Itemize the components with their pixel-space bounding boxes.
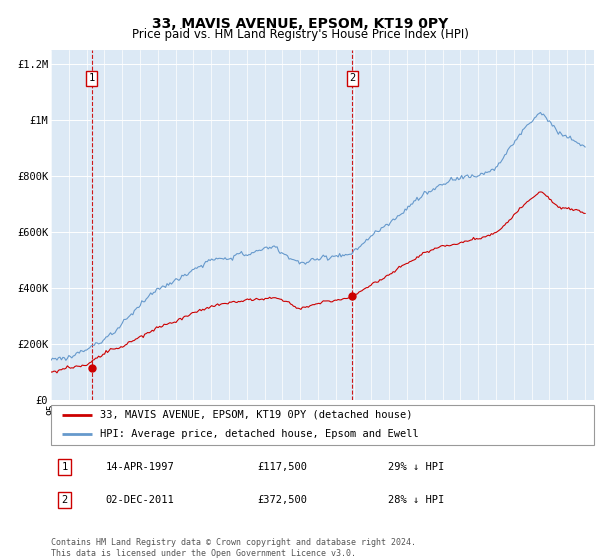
Text: £117,500: £117,500 — [257, 462, 307, 472]
Text: 02-DEC-2011: 02-DEC-2011 — [106, 495, 174, 505]
Text: Price paid vs. HM Land Registry's House Price Index (HPI): Price paid vs. HM Land Registry's House … — [131, 28, 469, 41]
Text: 1: 1 — [61, 462, 68, 472]
FancyBboxPatch shape — [51, 405, 594, 445]
Text: 33, MAVIS AVENUE, EPSOM, KT19 0PY: 33, MAVIS AVENUE, EPSOM, KT19 0PY — [152, 17, 448, 31]
Text: Contains HM Land Registry data © Crown copyright and database right 2024.
This d: Contains HM Land Registry data © Crown c… — [51, 538, 416, 558]
Text: 1: 1 — [89, 73, 95, 83]
Text: 29% ↓ HPI: 29% ↓ HPI — [388, 462, 444, 472]
Text: £372,500: £372,500 — [257, 495, 307, 505]
Text: 2: 2 — [61, 495, 68, 505]
Text: 2: 2 — [349, 73, 355, 83]
Text: HPI: Average price, detached house, Epsom and Ewell: HPI: Average price, detached house, Epso… — [100, 429, 419, 439]
Text: 28% ↓ HPI: 28% ↓ HPI — [388, 495, 444, 505]
Text: 33, MAVIS AVENUE, EPSOM, KT19 0PY (detached house): 33, MAVIS AVENUE, EPSOM, KT19 0PY (detac… — [100, 410, 412, 420]
Text: 14-APR-1997: 14-APR-1997 — [106, 462, 174, 472]
